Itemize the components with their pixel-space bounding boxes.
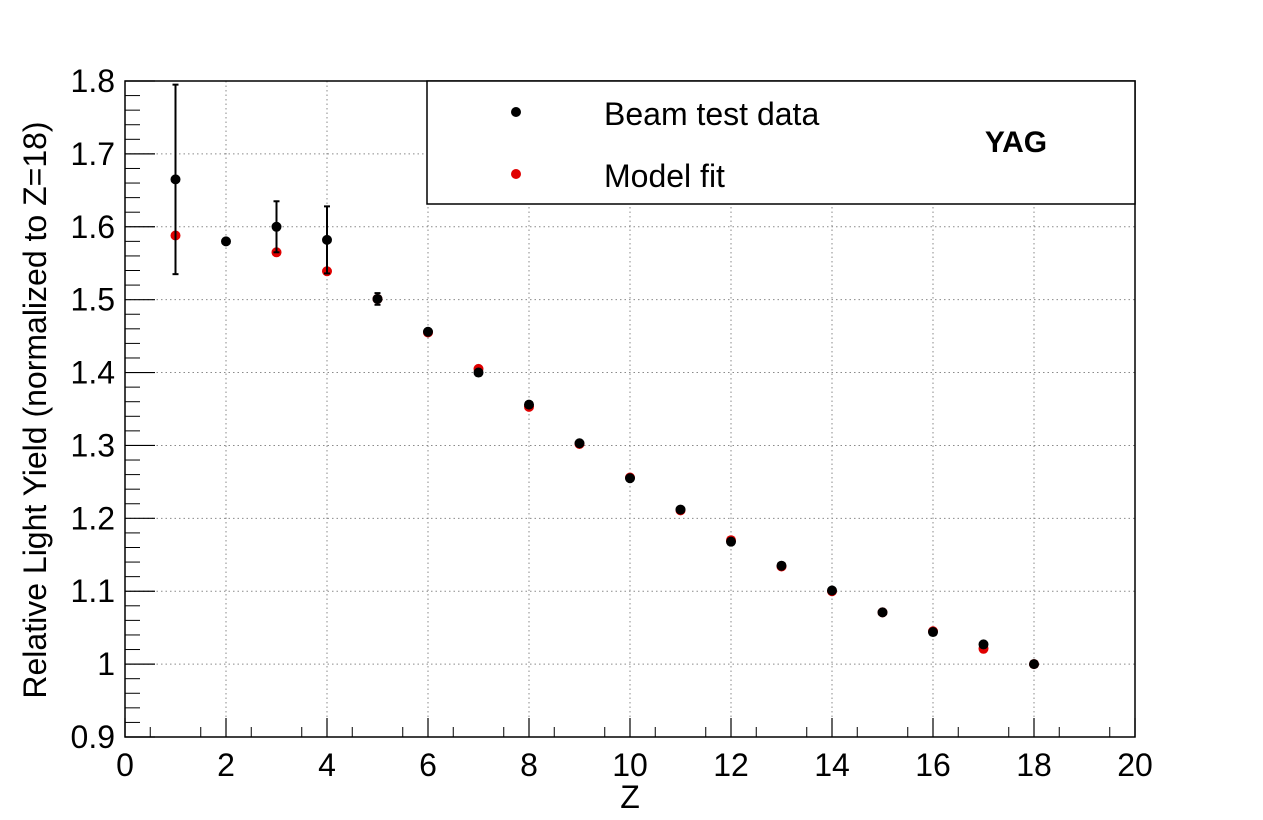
y-tick-label: 1.7 (71, 136, 115, 172)
y-tick-label: 1.5 (71, 282, 115, 318)
data-point-beam-test-data (978, 639, 989, 650)
data-point-beam-test-data (473, 367, 484, 378)
data-point-beam-test-data (423, 326, 433, 337)
y-tick-label: 1 (97, 646, 115, 682)
data-point-beam-test-data (221, 236, 231, 247)
data-point-beam-test-data (877, 607, 888, 618)
x-tick-label: 18 (1016, 747, 1052, 783)
data-series (170, 83, 1039, 670)
legend-box (426, 80, 1136, 205)
y-axis-title: Relative Light Yield (normalized to Z=18… (17, 121, 53, 698)
data-point-beam-test-data (574, 438, 585, 449)
y-tick-label: 1.3 (71, 427, 115, 463)
x-tick-label: 8 (520, 747, 538, 783)
legend-label-model-fit: Model fit (604, 158, 725, 194)
data-point-beam-test-data (1029, 659, 1039, 670)
data-point-beam-test-data (372, 293, 383, 304)
data-point-beam-test-data (726, 536, 736, 547)
x-tick-label: 6 (419, 747, 437, 783)
data-point-beam-test-data (271, 221, 282, 232)
x-tick-label: 2 (217, 747, 235, 783)
y-tick-label: 1.4 (71, 355, 115, 391)
x-tick-label: 20 (1117, 747, 1153, 783)
x-tick-label: 12 (713, 747, 749, 783)
y-tick-label: 0.9 (71, 719, 115, 755)
x-tick-label: 4 (318, 747, 336, 783)
x-tick-label: 16 (915, 747, 951, 783)
x-tick-labels: 0 2 4 6 8 10 12 14 16 18 20 (116, 747, 1153, 783)
data-point-beam-test-data (827, 585, 837, 596)
x-tick-label: 14 (814, 747, 850, 783)
y-tick-label: 1.1 (71, 573, 115, 609)
data-point-beam-test-data (675, 504, 686, 515)
data-point-beam-test-data (928, 627, 938, 638)
x-tick-label: 10 (612, 747, 648, 783)
x-tick-label: 0 (116, 747, 134, 783)
annotation-yag: YAG (985, 126, 1047, 159)
legend-label-beam-test-data: Beam test data (604, 96, 819, 132)
y-tick-labels: 0.9 1 1.1 1.2 1.3 1.4 1.5 1.6 1.7 1.8 (71, 63, 115, 755)
y-tick-label: 1.6 (71, 209, 115, 245)
x-axis-title: Z (620, 779, 640, 815)
legend: Beam test data Model fit YAG (426, 80, 1136, 205)
y-tick-label: 1.8 (71, 63, 115, 99)
data-point-beam-test-data (170, 174, 181, 185)
data-point-beam-test-data (776, 560, 787, 571)
legend-marker-model-fit (511, 169, 521, 179)
axis-ticks (124, 80, 1136, 738)
data-point-beam-test-data (625, 473, 635, 484)
legend-marker-beam-test-data (511, 107, 521, 117)
y-tick-label: 1.2 (71, 500, 115, 536)
data-point-beam-test-data (322, 234, 332, 245)
data-point-beam-test-data (524, 399, 534, 410)
